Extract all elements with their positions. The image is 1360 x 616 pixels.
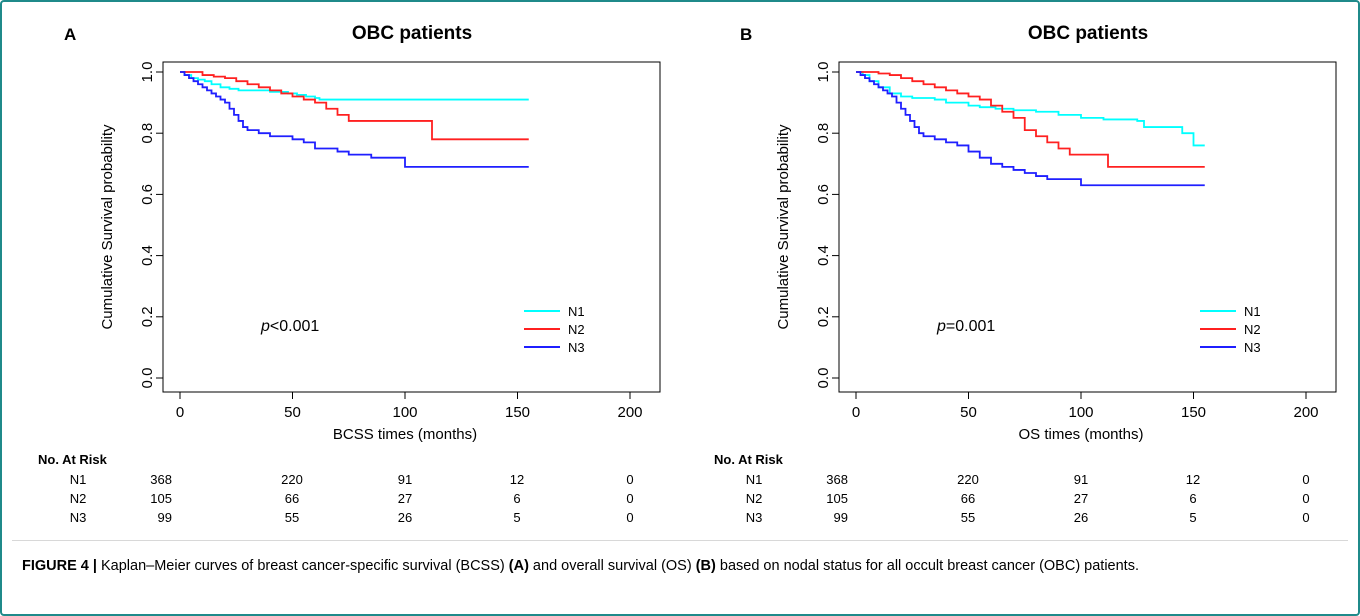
- risk-row-label-n1-b: N1: [746, 472, 763, 487]
- caption-ref-a: (A): [508, 558, 529, 574]
- risk-value-n1-a: 220: [281, 472, 303, 487]
- risk-value-n1-a: 368: [150, 472, 172, 487]
- risk-value-n1-b: 91: [1074, 472, 1088, 487]
- y-tick-label-a: 1.0: [139, 62, 156, 83]
- chart-title-a: OBC patients: [352, 23, 472, 44]
- legend-label-n2-b: N2: [1244, 322, 1261, 337]
- y-tick-label-b: 0.0: [815, 368, 832, 389]
- caption-separator: [12, 540, 1348, 541]
- risk-value-n1-b: 12: [1186, 472, 1200, 487]
- caption-ref-b: (B): [695, 558, 716, 574]
- y-tick-label-a: 0.0: [139, 368, 156, 389]
- y-tick-label-b: 0.8: [815, 123, 832, 144]
- caption-text-2: and overall survival (OS): [528, 558, 696, 574]
- risk-value-n3-b: 0: [1302, 510, 1309, 525]
- risk-value-n1-a: 12: [510, 472, 524, 487]
- panel-label-b: B: [740, 25, 752, 44]
- curve-n1-b: [856, 71, 1205, 147]
- legend-label-n3-a: N3: [568, 340, 585, 355]
- risk-value-n3-b: 26: [1074, 510, 1088, 525]
- y-tick-label-a: 0.6: [139, 184, 156, 205]
- y-axis-title-a: Cumulative Survival probability: [99, 124, 116, 330]
- chart-title-b: OBC patients: [1028, 23, 1148, 44]
- risk-value-n1-a: 91: [398, 472, 412, 487]
- plot-frame-b: [838, 61, 1337, 393]
- risk-value-n2-b: 105: [826, 491, 848, 506]
- risk-value-n3-b: 5: [1189, 510, 1196, 525]
- risk-value-n2-b: 66: [961, 491, 975, 506]
- risk-table-header-a: No. At Risk: [38, 452, 108, 467]
- risk-value-n2-b: 27: [1074, 491, 1088, 506]
- chart-panel-a: A OBC patients 0 50 100 150 200 BCSS times (mon…: [0, 0, 680, 540]
- x-tick-label-b: 150: [1181, 404, 1206, 421]
- risk-value-n2-a: 105: [150, 491, 172, 506]
- y-axis-title-b: Cumulative Survival probability: [775, 124, 792, 330]
- curve-n3-b: [856, 71, 1205, 187]
- figure-caption: FIGURE 4 | Kaplan–Meier curves of breast…: [22, 556, 1342, 576]
- risk-row-label-n2-b: N2: [746, 491, 763, 506]
- p-value-annotation-a: p<0.001: [260, 318, 319, 335]
- caption-text-1: Kaplan–Meier curves of breast cancer-spe…: [96, 558, 509, 574]
- x-tick-label-a: 150: [505, 404, 530, 421]
- x-tick-label-b: 50: [960, 404, 977, 421]
- risk-value-n2-a: 0: [626, 491, 633, 506]
- risk-value-n3-a: 26: [398, 510, 412, 525]
- caption-text-3: based on nodal status for all occult bre…: [715, 558, 1139, 574]
- y-tick-label-b: 0.6: [815, 184, 832, 205]
- risk-row-label-n3-b: N3: [746, 510, 763, 525]
- y-tick-label-b: 0.4: [815, 245, 832, 266]
- risk-value-n2-b: 6: [1189, 491, 1196, 506]
- risk-value-n1-b: 368: [826, 472, 848, 487]
- y-tick-label-b: 0.2: [815, 306, 832, 327]
- risk-value-n3-a: 99: [158, 510, 172, 525]
- legend-label-n2-a: N2: [568, 322, 585, 337]
- risk-value-n2-a: 6: [513, 491, 520, 506]
- risk-value-n3-a: 5: [513, 510, 520, 525]
- risk-value-n2-a: 66: [285, 491, 299, 506]
- legend-label-n1-a: N1: [568, 304, 585, 319]
- risk-value-n1-b: 220: [957, 472, 979, 487]
- y-tick-label-b: 1.0: [815, 62, 832, 83]
- x-axis-title-b: OS times (months): [1018, 426, 1143, 443]
- legend-label-n3-b: N3: [1244, 340, 1261, 355]
- y-tick-label-a: 0.4: [139, 245, 156, 266]
- risk-value-n2-a: 27: [398, 491, 412, 506]
- chart-panel-b: B OBC patients 0 50 100 150 200 OS times (month…: [676, 0, 1356, 540]
- x-tick-label-b: 200: [1293, 404, 1318, 421]
- risk-value-n1-b: 0: [1302, 472, 1309, 487]
- y-tick-label-a: 0.8: [139, 123, 156, 144]
- risk-value-n3-b: 55: [961, 510, 975, 525]
- p-value-annotation-b: p=0.001: [936, 318, 995, 335]
- curve-n1-a: [180, 71, 529, 101]
- legend-label-n1-b: N1: [1244, 304, 1261, 319]
- plot-frame-a: [162, 61, 661, 393]
- risk-row-label-n1-a: N1: [70, 472, 87, 487]
- caption-label: FIGURE 4 |: [22, 558, 97, 574]
- risk-value-n3-b: 99: [834, 510, 848, 525]
- risk-row-label-n3-a: N3: [70, 510, 87, 525]
- curve-n2-b: [856, 71, 1205, 168]
- x-tick-label-a: 50: [284, 404, 301, 421]
- risk-value-n3-a: 55: [285, 510, 299, 525]
- x-tick-label-b: 100: [1068, 404, 1093, 421]
- curve-n3-a: [180, 71, 529, 168]
- x-tick-label-a: 100: [392, 404, 417, 421]
- x-tick-label-a: 200: [617, 404, 642, 421]
- risk-value-n3-a: 0: [626, 510, 633, 525]
- risk-table-header-b: No. At Risk: [714, 452, 784, 467]
- x-tick-label-a: 0: [176, 404, 184, 421]
- x-tick-label-b: 0: [852, 404, 860, 421]
- curve-n2-a: [180, 71, 529, 141]
- risk-row-label-n2-a: N2: [70, 491, 87, 506]
- panel-label-a: A: [64, 25, 76, 44]
- risk-value-n2-b: 0: [1302, 491, 1309, 506]
- y-tick-label-a: 0.2: [139, 306, 156, 327]
- risk-value-n1-a: 0: [626, 472, 633, 487]
- x-axis-title-a: BCSS times (months): [333, 426, 477, 443]
